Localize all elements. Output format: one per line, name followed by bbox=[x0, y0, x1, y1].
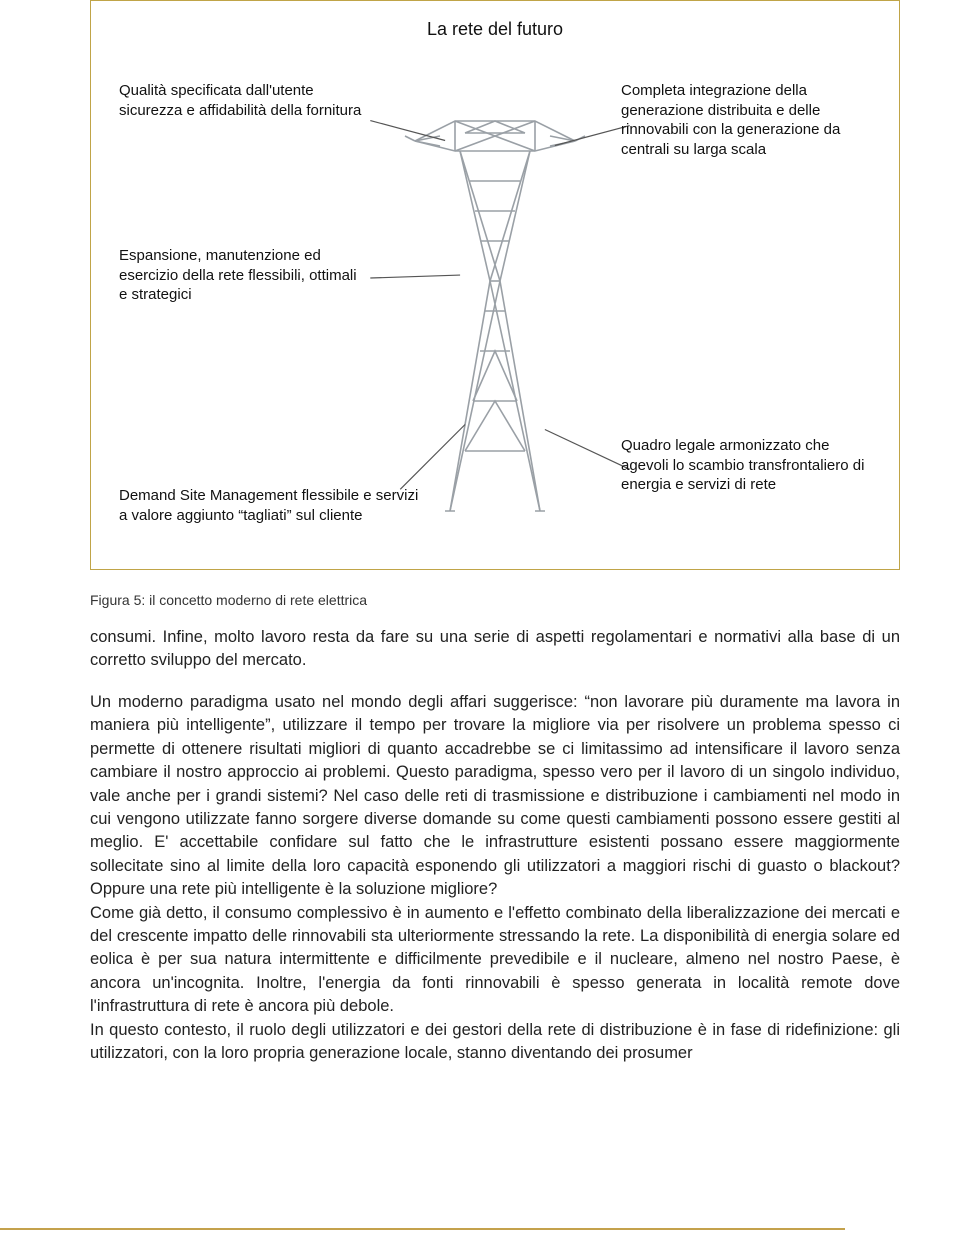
callout-legal: Quadro legale armonizzato che agevoli lo… bbox=[621, 436, 871, 495]
tower-icon bbox=[395, 81, 595, 521]
figure-caption: Figura 5: il concetto moderno di rete el… bbox=[90, 592, 900, 608]
page: La rete del futuro bbox=[0, 0, 960, 1238]
body-text: consumi. Infine, molto lavoro resta da f… bbox=[90, 626, 900, 1066]
figure-title: La rete del futuro bbox=[91, 19, 899, 40]
callout-quality: Qualità specificata dall'utente sicurezz… bbox=[119, 81, 369, 120]
figure-box: La rete del futuro bbox=[90, 0, 900, 570]
callout-integration: Completa integrazione della generazione … bbox=[621, 81, 871, 159]
paragraph-1: consumi. Infine, molto lavoro resta da f… bbox=[90, 626, 900, 673]
paragraph-2: Un moderno paradigma usato nel mondo deg… bbox=[90, 691, 900, 1066]
callout-demand-site: Demand Site Management flessibile e serv… bbox=[119, 486, 419, 525]
callout-expansion: Espansione, manutenzione ed esercizio de… bbox=[119, 246, 369, 305]
